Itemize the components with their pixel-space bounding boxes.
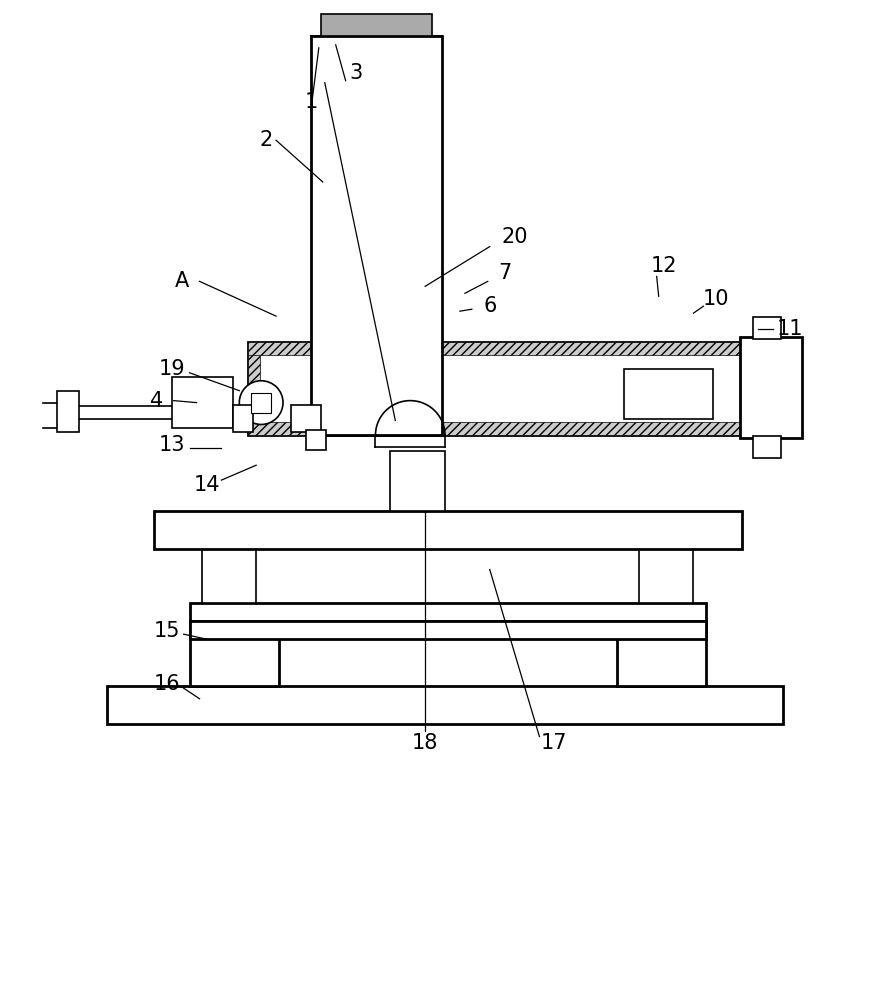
Text: 14: 14 — [193, 475, 220, 495]
Bar — [107, 686, 783, 724]
Bar — [249, 422, 795, 435]
Bar — [249, 342, 260, 435]
Text: 19: 19 — [158, 359, 185, 379]
Bar — [753, 436, 781, 458]
Text: 7: 7 — [498, 263, 511, 283]
Bar — [233, 405, 253, 432]
Bar — [624, 369, 713, 419]
Bar — [201, 549, 257, 603]
Bar — [740, 337, 802, 438]
Text: 13: 13 — [158, 435, 185, 455]
Text: 17: 17 — [541, 733, 568, 753]
Text: 3: 3 — [349, 63, 362, 83]
Bar — [291, 405, 321, 432]
Bar — [190, 621, 706, 639]
Bar — [249, 342, 795, 435]
Bar — [190, 621, 279, 686]
Text: 6: 6 — [483, 296, 496, 316]
Bar — [249, 342, 795, 355]
Text: 18: 18 — [412, 733, 438, 753]
Bar — [260, 354, 783, 423]
Bar — [306, 430, 325, 450]
Text: 2: 2 — [259, 130, 273, 150]
Text: 15: 15 — [154, 621, 180, 641]
Text: 1: 1 — [304, 92, 317, 112]
Bar — [311, 36, 325, 435]
Bar — [57, 391, 80, 432]
Bar — [251, 393, 271, 413]
Bar — [428, 36, 442, 435]
Bar — [325, 44, 428, 421]
Bar — [391, 451, 445, 511]
Bar — [311, 36, 442, 435]
Bar — [617, 621, 706, 686]
Text: 16: 16 — [154, 674, 180, 694]
Text: 10: 10 — [703, 289, 730, 309]
Bar — [190, 603, 706, 621]
Text: 11: 11 — [777, 319, 803, 339]
Text: 20: 20 — [502, 227, 527, 247]
Bar — [172, 377, 233, 428]
Text: 4: 4 — [150, 391, 164, 411]
Bar — [321, 14, 432, 36]
Text: 12: 12 — [651, 256, 677, 276]
Circle shape — [240, 381, 283, 424]
Bar — [639, 549, 694, 603]
Bar — [753, 317, 781, 339]
Text: A: A — [174, 271, 189, 291]
Bar — [154, 511, 742, 549]
